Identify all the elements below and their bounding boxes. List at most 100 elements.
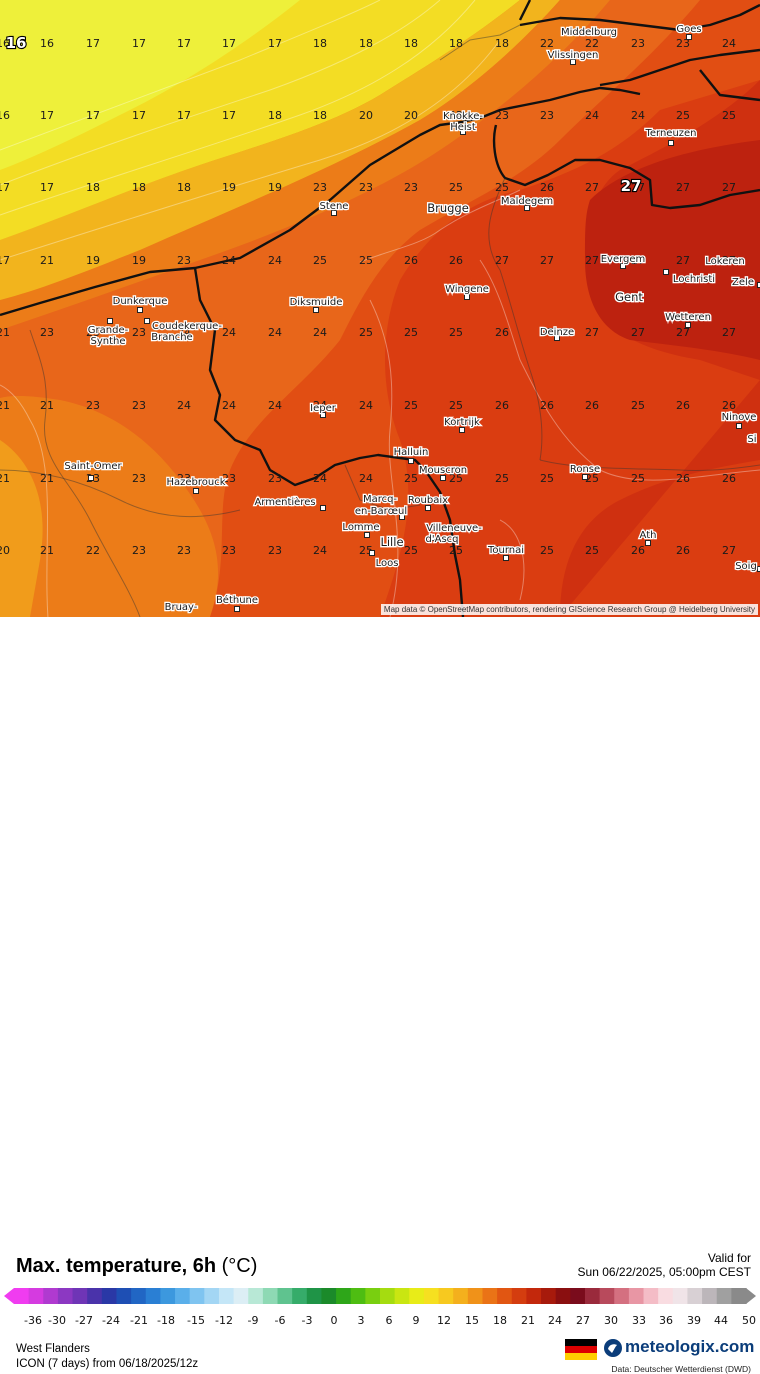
- city-label: Terneuzen: [644, 128, 696, 139]
- temperature-value: 27: [540, 254, 554, 267]
- temperature-value: 18: [495, 37, 509, 50]
- temperature-value: 27: [676, 181, 690, 194]
- scale-color-bin: [321, 1288, 336, 1304]
- city-marker: [669, 141, 674, 146]
- scale-color-bin: [424, 1288, 439, 1304]
- city-label: Middelburg: [561, 27, 617, 38]
- scale-color-bin: [263, 1288, 278, 1304]
- city-label: Si: [747, 434, 756, 445]
- temperature-value: 18: [177, 181, 191, 194]
- temperature-value: 26: [631, 544, 645, 557]
- temperature-value: 24: [268, 254, 282, 267]
- city-marker: [321, 506, 326, 511]
- temperature-value: 17: [40, 181, 54, 194]
- temperature-value: 19: [268, 181, 282, 194]
- city-marker: [314, 308, 319, 313]
- city-label: Saint-Omer: [64, 461, 122, 472]
- temperature-value: 26: [495, 326, 509, 339]
- scale-color-bin: [512, 1288, 527, 1304]
- scale-label: 3: [358, 1314, 365, 1326]
- scale-color-bin: [73, 1288, 88, 1304]
- map-title: Max. temperature, 6h (°C): [16, 1255, 257, 1278]
- temperature-value: 27: [585, 181, 599, 194]
- city-marker: [686, 323, 691, 328]
- city-label: Lille: [380, 535, 403, 549]
- temperature-value: 26: [722, 399, 736, 412]
- scale-label: -18: [157, 1314, 175, 1326]
- scale-color-bin: [585, 1288, 600, 1304]
- city-label: Wetteren: [665, 312, 711, 323]
- temperature-value: 24: [631, 109, 645, 122]
- city-label: Roubaix: [408, 495, 448, 506]
- temperature-value: 18: [268, 109, 282, 122]
- scale-label: 9: [413, 1314, 420, 1326]
- temperature-value: 17: [222, 37, 236, 50]
- title-text: Max. temperature, 6h: [16, 1255, 216, 1277]
- scale-label: -21: [130, 1314, 148, 1326]
- temperature-value: 17: [0, 254, 10, 267]
- city-label: Knokke-: [443, 111, 483, 122]
- scale-color-bin: [292, 1288, 307, 1304]
- city-marker: [460, 428, 465, 433]
- temperature-value: 17: [132, 109, 146, 122]
- temperature-value: 23: [132, 326, 146, 339]
- scale-color-bin: [351, 1288, 366, 1304]
- city-marker: [426, 506, 431, 511]
- temperature-value: 17: [132, 37, 146, 50]
- scale-label: 33: [632, 1314, 646, 1326]
- city-label: Hazebrouck: [166, 477, 225, 488]
- scale-label: -30: [48, 1314, 66, 1326]
- city-label: Mouscron: [419, 465, 467, 476]
- valid-label: Valid for: [708, 1251, 751, 1265]
- city-label: Armentières: [254, 496, 315, 508]
- temperature-value: 21: [0, 472, 10, 485]
- city-label: Diksmuide: [290, 297, 343, 308]
- scale-color-bin: [116, 1288, 131, 1304]
- scale-color-bin: [102, 1288, 117, 1304]
- temperature-value: 21: [40, 472, 54, 485]
- temperature-value: 23: [132, 544, 146, 557]
- temperature-value: 21: [40, 544, 54, 557]
- scale-color-bin: [43, 1288, 58, 1304]
- temperature-value: 27: [585, 254, 599, 267]
- scale-label: 0: [331, 1314, 338, 1326]
- brand-link[interactable]: meteologix.com: [625, 1337, 754, 1357]
- city-label: Loos: [376, 558, 399, 569]
- temperature-value: 27: [585, 326, 599, 339]
- temperature-value: 25: [359, 254, 373, 267]
- city-label: Wingene: [445, 284, 489, 295]
- scale-color-bin: [380, 1288, 395, 1304]
- scale-label: 15: [465, 1314, 479, 1326]
- city-marker: [737, 424, 742, 429]
- city-marker: [583, 475, 588, 480]
- temperature-value: 24: [722, 37, 736, 50]
- temperature-value: 18: [449, 37, 463, 50]
- temperature-value: 26: [676, 399, 690, 412]
- temperature-value: 26: [495, 399, 509, 412]
- city-marker: [235, 607, 240, 612]
- scale-color-bin: [307, 1288, 322, 1304]
- scale-label: 30: [604, 1314, 618, 1326]
- temperature-value: 25: [722, 109, 736, 122]
- city-marker: [370, 551, 375, 556]
- temperature-value: 24: [313, 472, 327, 485]
- temperature-map[interactable]: 1616171717171718181818182222232324161717…: [0, 0, 760, 617]
- scale-color-bin: [600, 1288, 615, 1304]
- city-label: d'Ascq: [426, 534, 459, 545]
- scale-color-bin: [687, 1288, 702, 1304]
- temperature-value: 24: [177, 399, 191, 412]
- temperature-value: 25: [449, 181, 463, 194]
- scale-label: -6: [275, 1314, 286, 1326]
- valid-time: Sun 06/22/2025, 05:00pm CEST: [578, 1265, 751, 1279]
- scale-color-bin: [556, 1288, 571, 1304]
- scale-color-bin: [644, 1288, 659, 1304]
- city-label: Heist: [450, 122, 476, 133]
- temperature-value: 23: [132, 399, 146, 412]
- temperature-value: 17: [177, 109, 191, 122]
- temperature-value: 24: [359, 399, 373, 412]
- city-label: Ath: [640, 530, 657, 541]
- scale-color-bin: [204, 1288, 219, 1304]
- scale-label: -12: [215, 1314, 233, 1326]
- temperature-value: 27: [676, 254, 690, 267]
- temperature-value: 25: [631, 399, 645, 412]
